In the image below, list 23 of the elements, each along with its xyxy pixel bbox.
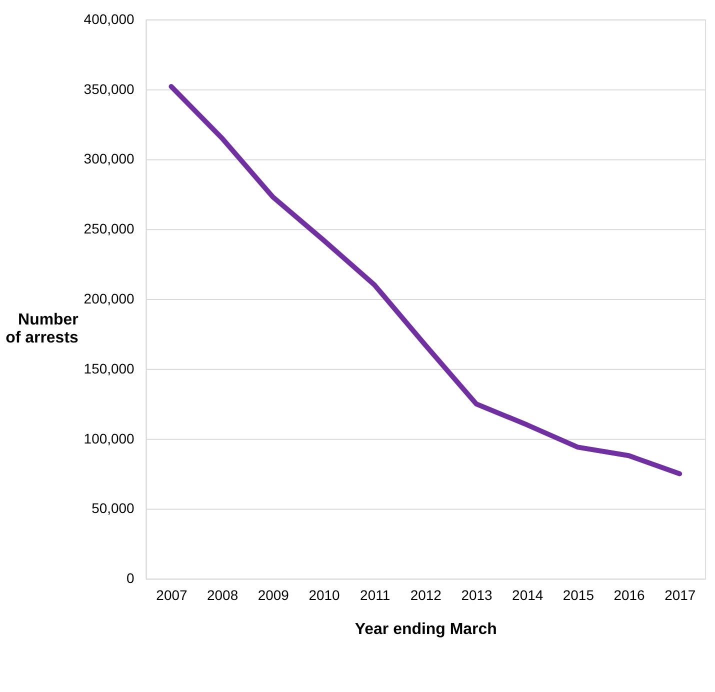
x-tick-label: 2014 xyxy=(512,587,544,604)
x-tick-label: 2012 xyxy=(410,587,442,604)
y-tick-label: 100,000 xyxy=(84,430,135,446)
line-series xyxy=(168,84,682,476)
x-tick-label: 2015 xyxy=(562,587,594,604)
x-tick-label: 2008 xyxy=(207,587,238,604)
y-axis-title: Number of arrests xyxy=(6,311,79,346)
y-tick-label: 350,000 xyxy=(84,80,135,97)
y-tick-label: 150,000 xyxy=(84,360,135,376)
x-tick-label: 2011 xyxy=(360,587,390,604)
x-axis-title: Year ending March xyxy=(354,621,497,638)
x-tick-label: 2010 xyxy=(308,587,340,604)
x-tick-label: 2017 xyxy=(664,587,696,604)
y-tick-label: 50,000 xyxy=(92,500,135,516)
y-tick-label: 400,000 xyxy=(84,10,135,27)
x-tick-label: 2013 xyxy=(461,587,493,604)
x-tick-label: 2009 xyxy=(258,587,290,604)
y-tick-label: 300,000 xyxy=(84,150,135,167)
x-tick-label: 2016 xyxy=(614,587,646,604)
y-tick-label: 0 xyxy=(126,570,135,586)
y-tick-label: 250,000 xyxy=(84,220,135,237)
y-tick-label: 200,000 xyxy=(84,290,135,307)
x-tick-label: 2007 xyxy=(156,587,188,604)
